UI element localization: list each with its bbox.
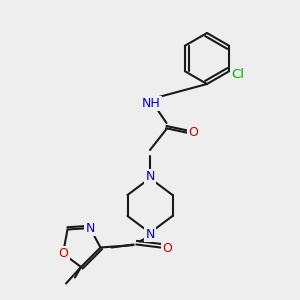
Text: O: O [189,125,198,139]
Text: N: N [145,227,155,241]
Text: O: O [59,247,68,260]
Text: N: N [85,221,95,235]
Text: Cl: Cl [231,68,244,81]
Text: O: O [162,242,172,256]
Text: N: N [145,170,155,184]
Text: NH: NH [142,97,161,110]
